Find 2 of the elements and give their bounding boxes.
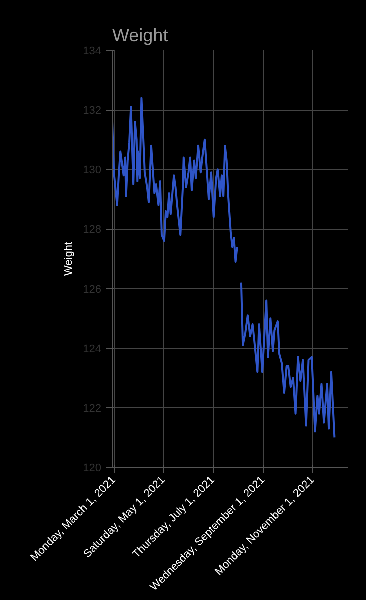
chart-title: Weight [112, 26, 168, 46]
y-axis-title: Weight [63, 242, 76, 276]
